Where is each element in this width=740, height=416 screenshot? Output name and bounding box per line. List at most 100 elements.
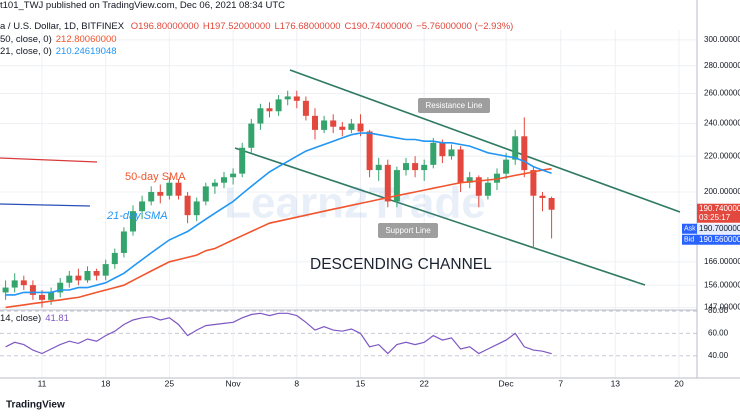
ma50-note: 50-day SMA	[125, 171, 186, 183]
ma21-legend: 21, close, 0) 210.24619048	[0, 46, 121, 58]
publish-text: t101_TWJ published on TradingView.com, D…	[0, 0, 285, 11]
candle-body	[130, 211, 136, 232]
x-tick-label: 8	[294, 378, 299, 388]
ohlc-value: C190.74000000	[344, 21, 413, 32]
ma-line	[5, 132, 552, 296]
candle-body	[157, 191, 164, 196]
rsi-line	[5, 312, 552, 355]
candle-body	[439, 142, 446, 157]
ask-name: Ask	[684, 226, 696, 233]
ohlc-value: L176.68000000	[274, 21, 341, 32]
ohlc: O196.80000000 H197.52000000 L176.68000000 C…	[131, 21, 518, 32]
candle-body	[57, 282, 64, 293]
candle-body	[430, 142, 437, 165]
candle-body	[448, 149, 455, 157]
y-tick-label: 300.000000	[704, 35, 740, 44]
x-tick-label: 13	[611, 378, 621, 388]
channel-label: DESCENDING CHANNEL	[310, 256, 492, 273]
ohlc-value: O196.80000000	[130, 21, 199, 32]
candle-body	[184, 195, 191, 216]
bid-box	[697, 234, 740, 245]
x-tick-label: 20	[674, 378, 684, 388]
legend-value: 212.80060000	[55, 34, 117, 45]
drawings	[0, 69, 681, 286]
candle-body	[321, 120, 328, 130]
candle-body	[111, 252, 118, 265]
candle-body	[393, 170, 400, 202]
candle-body	[84, 270, 91, 281]
trend-line	[289, 69, 681, 213]
candle-body	[175, 182, 182, 196]
y-tick-label: 147.000000	[704, 303, 740, 312]
candle-body	[211, 182, 218, 187]
candle-body	[494, 173, 500, 183]
candle-body	[221, 177, 227, 183]
y-tick-label: 240.000000	[704, 119, 740, 128]
ohlc-value: −5.76000000 (−2.93%)	[416, 21, 514, 32]
candle-body	[120, 231, 127, 253]
candle-body	[384, 164, 391, 202]
candle-body	[11, 280, 18, 288]
ohlc-value: H197.52000000	[202, 21, 271, 32]
x-tick-label: 11	[38, 378, 47, 388]
support-label: Support Line	[385, 226, 431, 235]
footer-brand: TradingView	[6, 400, 65, 411]
candle-body	[239, 147, 246, 174]
y-tick-label: 200.000000	[704, 187, 740, 196]
trend-line	[234, 147, 646, 286]
candle-body	[357, 123, 364, 132]
candle-body	[248, 123, 255, 148]
annotations: Resistance Line Support Line DESCENDING …	[106, 98, 492, 273]
last-price-label: 190.740000	[699, 204, 740, 213]
candle-body	[466, 177, 473, 183]
candle-body	[521, 136, 528, 171]
legend-value: 41.81	[45, 313, 69, 324]
bid-name: Bid	[684, 237, 694, 244]
candle-body	[348, 123, 355, 130]
x-tick-label: 22	[419, 378, 429, 388]
rsi-pane	[5, 312, 552, 355]
candle-body	[230, 173, 237, 178]
candle-body	[330, 120, 337, 127]
rsi-tick-label: 80.00	[708, 306, 729, 315]
candle-body	[412, 163, 419, 171]
candle-body	[75, 275, 82, 281]
candle-body	[284, 96, 291, 100]
ask-name-box	[682, 223, 697, 234]
rsi-tick-label: 40.00	[708, 351, 729, 360]
candle-body	[539, 195, 546, 199]
candle-body	[48, 292, 55, 300]
x-tick-label: Dec	[499, 378, 515, 388]
resistance-label: Resistance Line	[426, 101, 483, 110]
candle-body	[266, 108, 273, 112]
candle-body	[457, 149, 464, 183]
rsi-tick-label: 60.00	[708, 329, 729, 338]
rsi-legend: 14, close) 41.81	[0, 313, 73, 325]
legend-value: 210.24619048	[55, 46, 117, 57]
candle-body	[484, 182, 491, 196]
ma50-legend: 50, close, 0) 212.80060000	[0, 34, 121, 46]
y-tick-label: 280.000000	[704, 61, 740, 70]
candle-body	[39, 294, 45, 300]
candle-body	[275, 99, 282, 112]
candle-body	[475, 177, 482, 196]
candle-body	[339, 126, 346, 130]
bid-label: 190.560000	[699, 235, 740, 244]
last-price-tag	[697, 203, 740, 223]
y-tick-label: 260.000000	[704, 89, 740, 98]
axes: 300.000000 280.000000 260.000000 240.000000…	[38, 35, 740, 388]
candle-body	[530, 170, 537, 196]
y-tick-label: 166.000000	[704, 257, 740, 266]
candle-body	[202, 186, 209, 202]
x-tick-label: 7	[558, 378, 563, 388]
candle-body	[375, 164, 382, 171]
label-box	[378, 223, 438, 238]
candle-body	[29, 285, 36, 295]
x-tick-label: 15	[356, 378, 366, 388]
candle-body	[403, 163, 409, 171]
candle-body	[512, 136, 519, 160]
candle-body	[166, 182, 173, 196]
x-tick-label: 25	[165, 378, 175, 388]
